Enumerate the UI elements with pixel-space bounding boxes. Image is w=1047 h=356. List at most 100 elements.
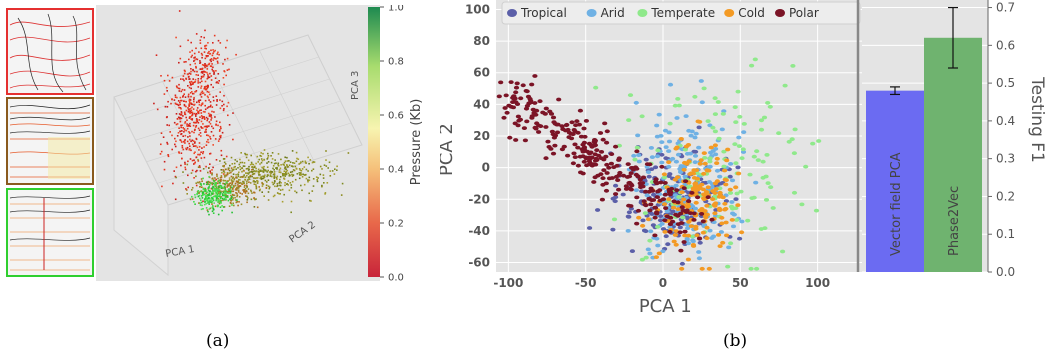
scatter-point xyxy=(608,161,614,166)
pca-3d-point xyxy=(194,126,197,128)
pca-3d-point xyxy=(198,146,201,148)
pca-3d-point xyxy=(226,195,228,198)
pca-3d-point xyxy=(204,88,207,91)
pca-3d-point xyxy=(276,178,278,180)
scatter-point xyxy=(758,227,764,231)
pca-3d-point xyxy=(241,170,243,173)
pca-3d-point xyxy=(233,186,235,188)
pca-3d-point xyxy=(307,179,309,181)
scatter-point xyxy=(690,238,696,243)
scatter-point xyxy=(612,199,618,204)
pca-3d-point xyxy=(193,59,196,62)
pca-3d-point xyxy=(221,100,224,103)
scatter-x-tick-label: 100 xyxy=(805,276,830,290)
pca-3d-point xyxy=(239,192,242,194)
pca-3d-point xyxy=(215,58,217,60)
pca-3d-point xyxy=(207,141,210,144)
scatter-point xyxy=(654,181,660,186)
pca-3d-point xyxy=(226,172,229,175)
scatter-point xyxy=(747,172,753,177)
scatter-point xyxy=(575,145,581,150)
scatter-point xyxy=(647,238,653,243)
pca-3d-point xyxy=(222,77,225,79)
scatter-point xyxy=(663,234,669,239)
pca-3d-point xyxy=(220,175,223,177)
pca-3d-point xyxy=(248,168,250,171)
pca-3d-point xyxy=(252,168,254,171)
pca-3d-point xyxy=(242,180,244,183)
pca-3d-point xyxy=(211,173,213,176)
pca-3d-point xyxy=(273,182,276,184)
pca-3d-point xyxy=(260,161,263,164)
pca-3d-point xyxy=(228,172,231,174)
scatter-point xyxy=(658,214,664,219)
scatter-point xyxy=(569,120,575,125)
pca-3d-point xyxy=(260,178,263,180)
pca-3d-point xyxy=(260,175,263,178)
pca-3d-point xyxy=(230,197,233,200)
scatter-point xyxy=(689,191,695,195)
pca-3d-point xyxy=(325,159,327,161)
scatter-point xyxy=(728,241,734,246)
pca-3d-point xyxy=(228,205,231,207)
pca-3d-point xyxy=(218,80,220,82)
pca-3d-point xyxy=(204,57,207,60)
pca-3d-point xyxy=(189,145,191,147)
scatter-point xyxy=(666,149,672,154)
pca-3d-point xyxy=(226,191,229,193)
colorbar-tick-label: 0.4 xyxy=(388,165,404,176)
pca-3d-point xyxy=(190,103,193,105)
pca-3d-point xyxy=(216,100,218,102)
pca-3d-point xyxy=(222,199,224,202)
pca-3d-point xyxy=(177,116,180,119)
pca-3d-point xyxy=(253,177,255,179)
pca-3d-point xyxy=(206,191,208,194)
scatter-point xyxy=(625,229,631,233)
pca-3d-point xyxy=(262,152,264,155)
pca-3d-point xyxy=(235,176,237,178)
pca-3d-point xyxy=(191,103,194,106)
pca-3d-point xyxy=(203,64,205,67)
pca-3d-point xyxy=(229,190,232,193)
pca-3d-point xyxy=(211,68,213,71)
scatter-point xyxy=(648,229,654,234)
pca-3d-point xyxy=(290,165,293,167)
pca-3d-point xyxy=(267,169,269,172)
pca-3d-point xyxy=(271,181,274,184)
pca-3d-point xyxy=(188,100,191,102)
pca-3d-point xyxy=(209,113,211,116)
pca-3d-point xyxy=(304,174,306,176)
scatter-point xyxy=(524,104,530,108)
scatter-point xyxy=(707,228,713,233)
scatter-point xyxy=(559,147,565,152)
scatter-point xyxy=(543,106,549,111)
pca-3d-point xyxy=(276,182,279,185)
pca-3d-point xyxy=(220,186,223,188)
pca-3d-point xyxy=(229,192,232,194)
pca-3d-point xyxy=(205,44,208,47)
scatter-y-tick-label: -20 xyxy=(468,192,490,206)
pca-3d-point xyxy=(196,107,199,109)
grid-3d-line xyxy=(157,122,352,184)
scatter-point xyxy=(677,167,683,171)
pca-3d-point xyxy=(192,140,195,142)
pca-3d-point xyxy=(193,163,195,165)
pca-3d-point xyxy=(174,94,177,97)
pca-3d-point xyxy=(221,209,223,212)
pca-3d-point xyxy=(205,131,207,133)
pca-3d-point xyxy=(175,103,178,105)
pca-3d-point xyxy=(189,158,192,160)
pca-3d-point xyxy=(238,185,241,188)
scatter-point xyxy=(626,215,632,219)
pca-3d-point xyxy=(191,54,193,57)
pca-3d-point xyxy=(232,197,235,199)
pca-3d-point xyxy=(189,84,192,86)
pca-3d-point xyxy=(215,182,217,184)
pca-3d-point xyxy=(216,188,219,190)
pca-3d-point xyxy=(194,203,196,205)
pca-3d-point xyxy=(293,169,296,172)
pca-3d-point xyxy=(186,140,189,143)
pca-3d-point xyxy=(207,210,209,213)
pca-3d-point xyxy=(204,99,207,102)
scatter-point xyxy=(613,144,619,149)
